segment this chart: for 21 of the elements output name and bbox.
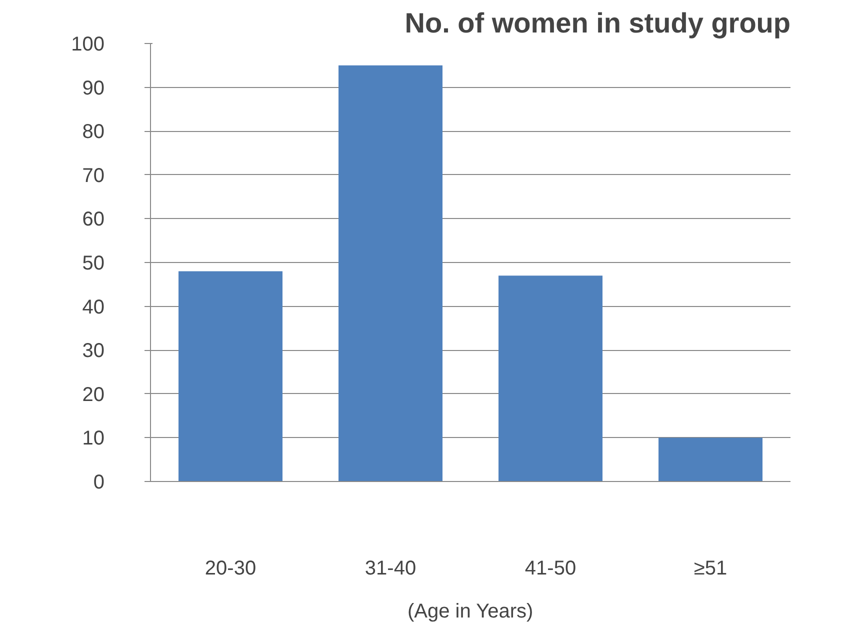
y-tick-label: 90 (82, 77, 105, 100)
x-tick-label: 31-40 (364, 558, 416, 580)
x-tick-label: ≥51 (694, 558, 728, 580)
y-tick-label: 30 (82, 340, 105, 362)
bar (498, 276, 602, 482)
y-tick-label: 40 (82, 296, 105, 318)
y-tick-label: 10 (82, 428, 105, 450)
bar (178, 271, 282, 482)
y-tick-label: 60 (82, 208, 105, 231)
x-tick-label: 41-50 (524, 558, 576, 580)
y-tick-label: 50 (82, 252, 105, 274)
y-tick-label: 0 (93, 472, 104, 494)
y-tick-label: 70 (82, 164, 105, 187)
y-tick-label: 80 (82, 121, 105, 144)
y-tick-label: 20 (82, 384, 105, 406)
x-axis-title: (Age in Years) (408, 600, 534, 622)
bar (338, 65, 442, 482)
y-tick-label: 100 (71, 34, 105, 56)
chart-title: No. of women in study group (404, 8, 791, 38)
bar (658, 438, 762, 482)
x-tick-label: 20-30 (204, 558, 256, 580)
